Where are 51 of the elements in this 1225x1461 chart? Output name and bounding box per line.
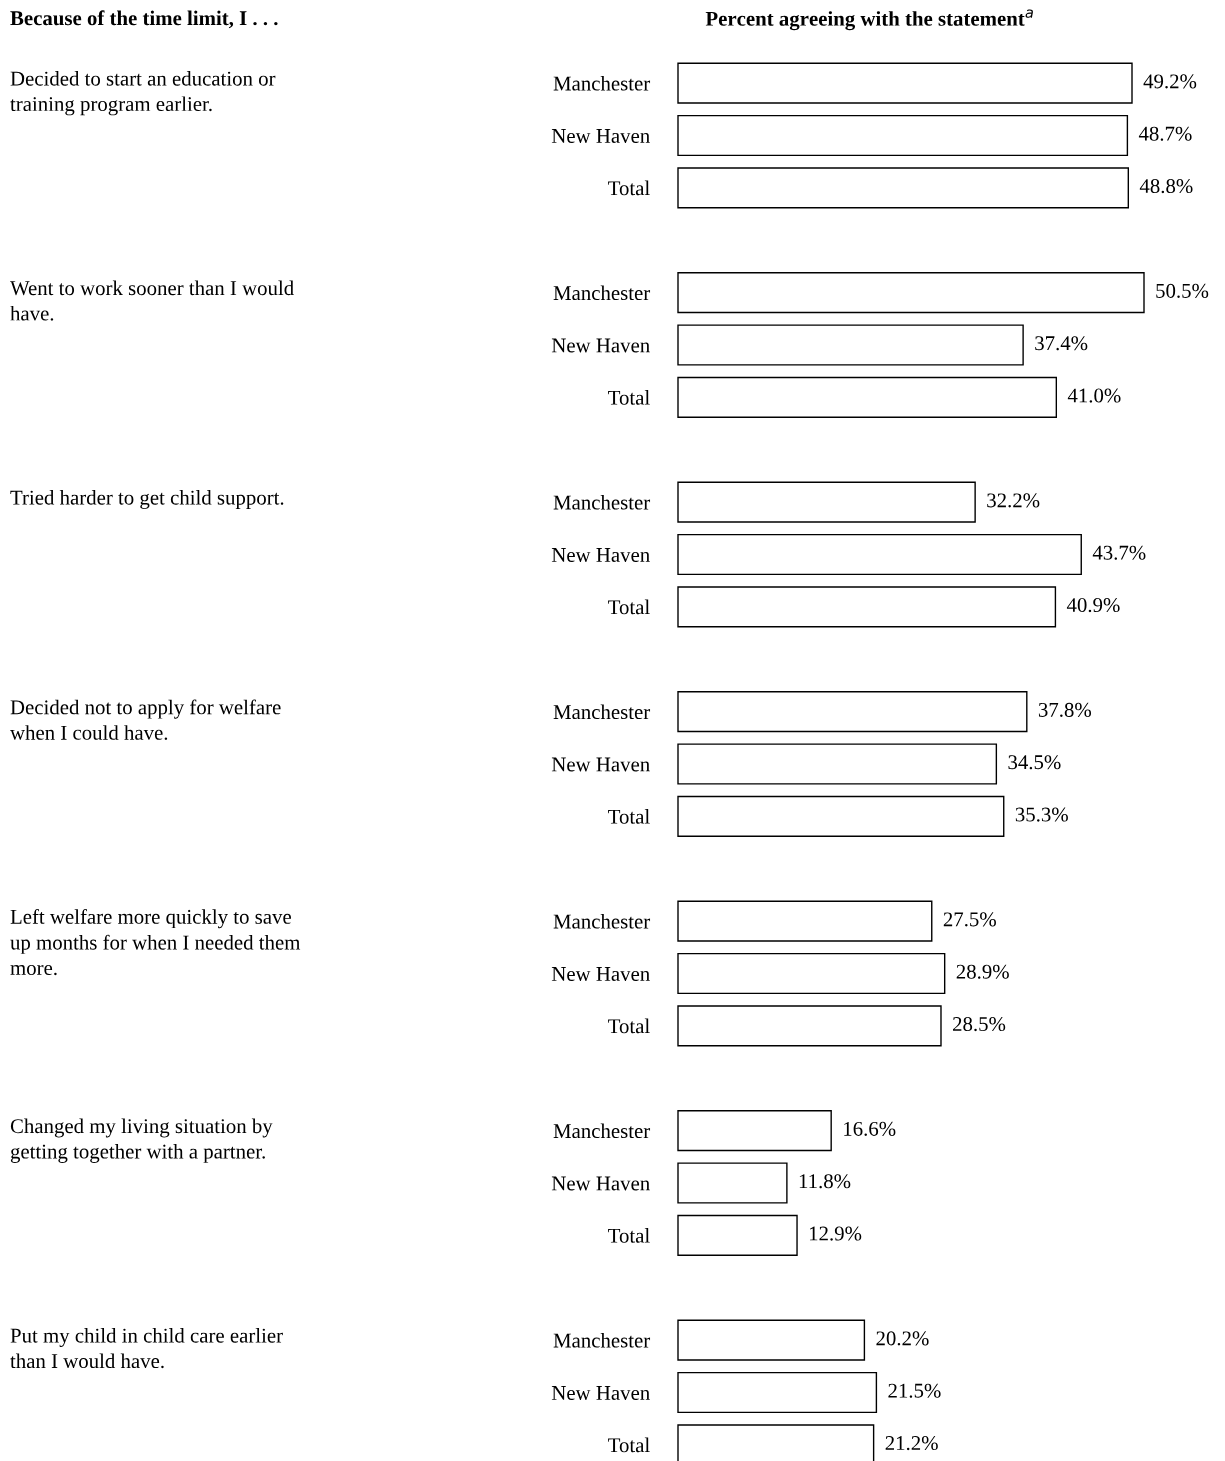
data-label: 11.8% [799,1174,851,1189]
data-label: 35.3% [1015,807,1068,822]
y-tick-label: New Haven [551,757,650,772]
text: Put my child in child care earlier than I would have. [10,1328,283,1369]
text: Decided not to apply for welfare when I could have. [10,699,281,740]
data-label: 16.6% [844,1121,896,1136]
y-tick-label: Manchester [553,1332,651,1348]
data-label: 32.2% [987,493,1040,508]
data-label: 40.9% [1066,597,1120,613]
y-tick-label: Manchester [553,285,651,301]
y-tick-label: Total [608,1018,650,1034]
data-label: 48.7% [1138,126,1192,141]
y-tick-label: New Haven [551,338,650,353]
text: Went to work sooner than I would have. [10,280,294,321]
y-tick-label: Manchester [553,494,651,510]
y-tick-label: Total [608,1437,650,1453]
y-tick-label: Manchester [553,913,651,929]
y-tick-label: Total [608,809,650,824]
y-tick-label: New Haven [551,129,650,143]
data-label: 50.5% [1156,283,1209,298]
data-label: 20.2% [876,1331,929,1346]
y-tick-label: New Haven [551,1386,650,1400]
y-tick-label: Manchester [553,1123,651,1139]
text: Changed my living situation by getting together with a partner. [10,1118,273,1163]
data-label: 37.8% [1038,702,1092,717]
y-tick-label: New Haven [551,1176,650,1191]
y-tick-label: Total [608,390,650,405]
data-label: 41.0% [1067,388,1121,403]
text: Percent agreeing with the statement$^{a}$ [705,9,1033,31]
text: Decided to start an education or training program earlier. [10,71,276,116]
text: Left welfare more quickly to save up months for when I needed them more. [10,909,301,976]
data-label: 49.2% [1143,74,1197,89]
y-tick-label: Manchester [553,75,651,91]
data-label: 21.5% [888,1383,941,1398]
y-tick-label: Total [608,599,650,615]
y-tick-label: Total [608,1228,650,1243]
y-tick-label: New Haven [551,548,650,562]
text: Because of the time limit, I . . . [10,10,278,29]
data-label: 48.8% [1139,178,1193,194]
data-label: 21.2% [885,1435,938,1451]
data-label: 27.5% [943,912,996,927]
data-label: 37.4% [1035,336,1088,351]
y-tick-label: Manchester [553,704,651,720]
data-label: 43.7% [1092,545,1146,560]
data-label: 28.9% [956,964,1009,979]
data-label: 28.5% [953,1016,1006,1032]
text: Tried harder to get child support. [10,490,284,509]
data-label: 34.5% [1008,755,1061,770]
data-label: 12.9% [809,1226,862,1241]
y-tick-label: New Haven [551,967,650,981]
y-tick-label: Total [608,180,650,196]
